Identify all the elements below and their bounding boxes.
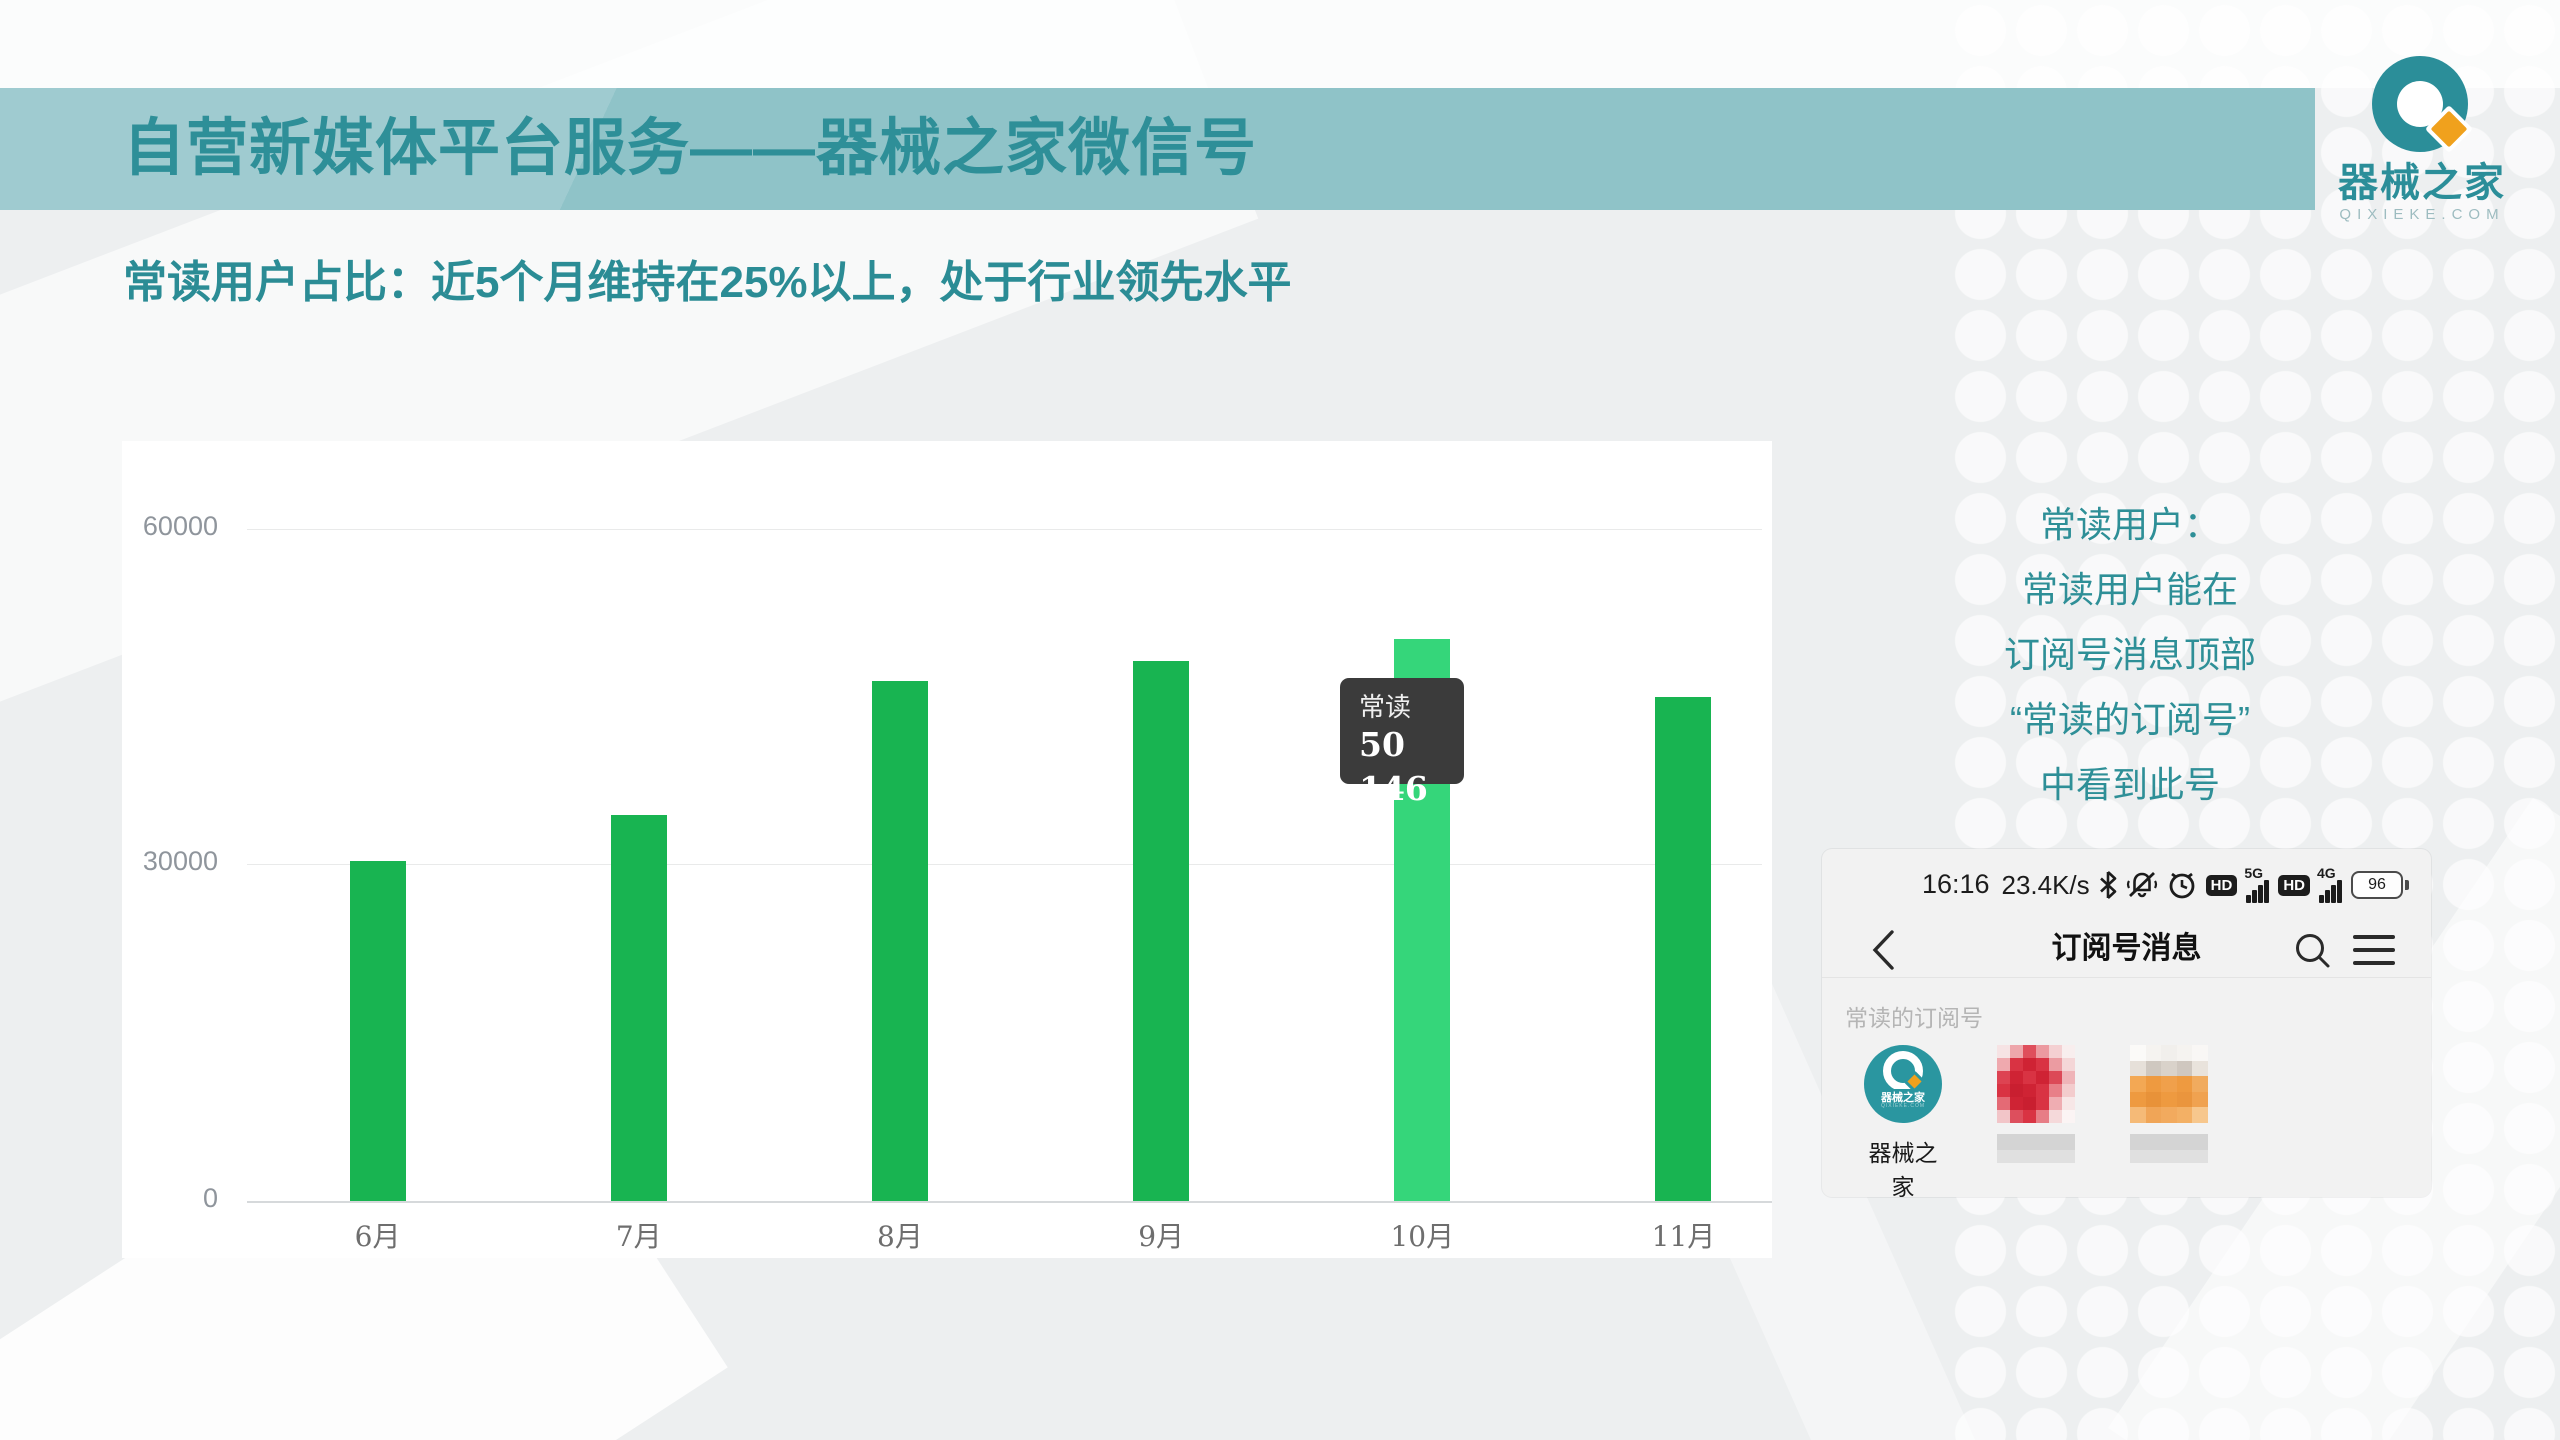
company-logo: 器械之家 QIXIEKE.COM	[2332, 52, 2512, 223]
logo-q-icon	[2372, 56, 2472, 152]
back-chevron-icon	[1872, 930, 1894, 970]
censored-avatar	[2130, 1045, 2208, 1123]
network-speed: 23.4K/s	[2001, 869, 2090, 900]
bar-9月[interactable]	[1133, 661, 1190, 1201]
phone-nav-bar: 订阅号消息	[1822, 921, 2431, 977]
tooltip-label: 常读	[1359, 692, 1412, 722]
qixieke-avatar: 器械之家 QIXIEKE.COM	[1864, 1045, 1942, 1123]
signal-4g-icon: 4G	[2317, 865, 2342, 903]
mute-bell-icon	[2126, 871, 2157, 898]
header-band: 自营新媒体平台服务——器械之家微信号	[0, 88, 2315, 210]
header-sheen	[0, 88, 2315, 210]
search-icon	[2296, 934, 2330, 968]
hd-badge: HD	[2278, 874, 2310, 896]
bluetooth-icon	[2099, 871, 2116, 899]
x-tick-label: 7月	[615, 1220, 662, 1253]
chart-tooltip: 常读 50 146	[1340, 678, 1464, 808]
x-tick-label: 10月	[1390, 1220, 1455, 1253]
tooltip-value: 50 146	[1359, 725, 1428, 808]
account-item	[1997, 1045, 2075, 1197]
y-tick-label: 30000	[142, 846, 218, 876]
phone-status-bar: 16:16 23.4K/s HD	[1822, 865, 2431, 903]
slide-subtitle: 常读用户占比：近5个月维持在25%以上，处于行业领先水平	[123, 258, 1292, 307]
bar-slot-11月: 11月	[1553, 441, 1814, 1253]
annotation-line: “常读的订阅号”	[2010, 699, 2250, 740]
avatar-mini-name: 器械之家	[1881, 1092, 1925, 1104]
account-item	[2130, 1045, 2208, 1197]
bar-11月[interactable]	[1655, 697, 1712, 1201]
battery-icon: 96	[2351, 871, 2409, 899]
annotation-line: 中看到此号	[2039, 764, 2220, 805]
avatar-mini-domain: QIXIEKE.COM	[1880, 1103, 1926, 1109]
gridline-30000	[247, 864, 1762, 865]
battery-percent: 96	[2351, 871, 2403, 899]
bar-slot-6月: 6月	[247, 441, 508, 1253]
slide-title: 自营新媒体平台服务——器械之家微信号	[123, 114, 1258, 183]
annotation-line: 常读用户：	[2039, 504, 2220, 545]
x-axis-line	[247, 1201, 1772, 1203]
censored-account-name	[2130, 1134, 2208, 1163]
annotation-text: 常读用户： 常读用户能在 订阅号消息顶部 “常读的订阅号” 中看到此号	[1945, 492, 2315, 817]
alarm-clock-icon	[2169, 872, 2195, 899]
bar-slot-7月: 7月	[508, 441, 769, 1253]
status-icon-cluster: 23.4K/s HD 5G	[2001, 865, 2409, 903]
bar-8月[interactable]	[871, 681, 928, 1201]
annotation-line: 订阅号消息顶部	[2003, 634, 2256, 675]
bar-7月[interactable]	[610, 815, 667, 1201]
x-tick-label: 6月	[354, 1220, 401, 1253]
censored-avatar	[1997, 1045, 2075, 1123]
logo-name: 器械之家	[2338, 161, 2506, 205]
frequently-read-label: 常读的订阅号	[1845, 1005, 1983, 1031]
account-list: 器械之家 QIXIEKE.COM 器械之家	[1864, 1045, 2208, 1197]
bar-slot-9月: 9月	[1031, 441, 1292, 1253]
bar-slot-8月: 8月	[769, 441, 1030, 1253]
gridline-60000	[247, 529, 1762, 530]
x-tick-label: 8月	[877, 1220, 923, 1253]
status-time: 16:16	[1922, 869, 1990, 899]
phone-page-title: 订阅号消息	[2051, 932, 2202, 965]
bar-6月[interactable]	[349, 861, 406, 1201]
bar-chart: 60000 30000 0 6月 7月 8月 9月 10月 11月 常读 50 146	[122, 441, 1772, 1258]
account-name: 器械之家	[1868, 1140, 1938, 1197]
bar-slot-10月: 10月	[1292, 441, 1553, 1253]
y-tick-label: 0	[202, 1183, 218, 1213]
censored-account-name	[1997, 1134, 2075, 1163]
hamburger-menu-icon	[2353, 935, 2395, 965]
signal-5g-icon: 5G	[2244, 865, 2270, 903]
hd-badge: HD	[2205, 874, 2238, 896]
phone-screenshot: 16:16 23.4K/s HD	[1822, 849, 2431, 1197]
nav-divider	[1822, 977, 2431, 978]
x-tick-label: 9月	[1138, 1220, 1185, 1253]
y-tick-label: 60000	[142, 511, 218, 541]
account-item: 器械之家 QIXIEKE.COM 器械之家	[1864, 1045, 1942, 1197]
bar-plot: 6月 7月 8月 9月 10月 11月	[247, 441, 1814, 1253]
annotation-line: 常读用户能在	[2021, 569, 2238, 610]
x-tick-label: 11月	[1651, 1220, 1716, 1253]
logo-domain: QIXIEKE.COM	[2339, 206, 2505, 223]
